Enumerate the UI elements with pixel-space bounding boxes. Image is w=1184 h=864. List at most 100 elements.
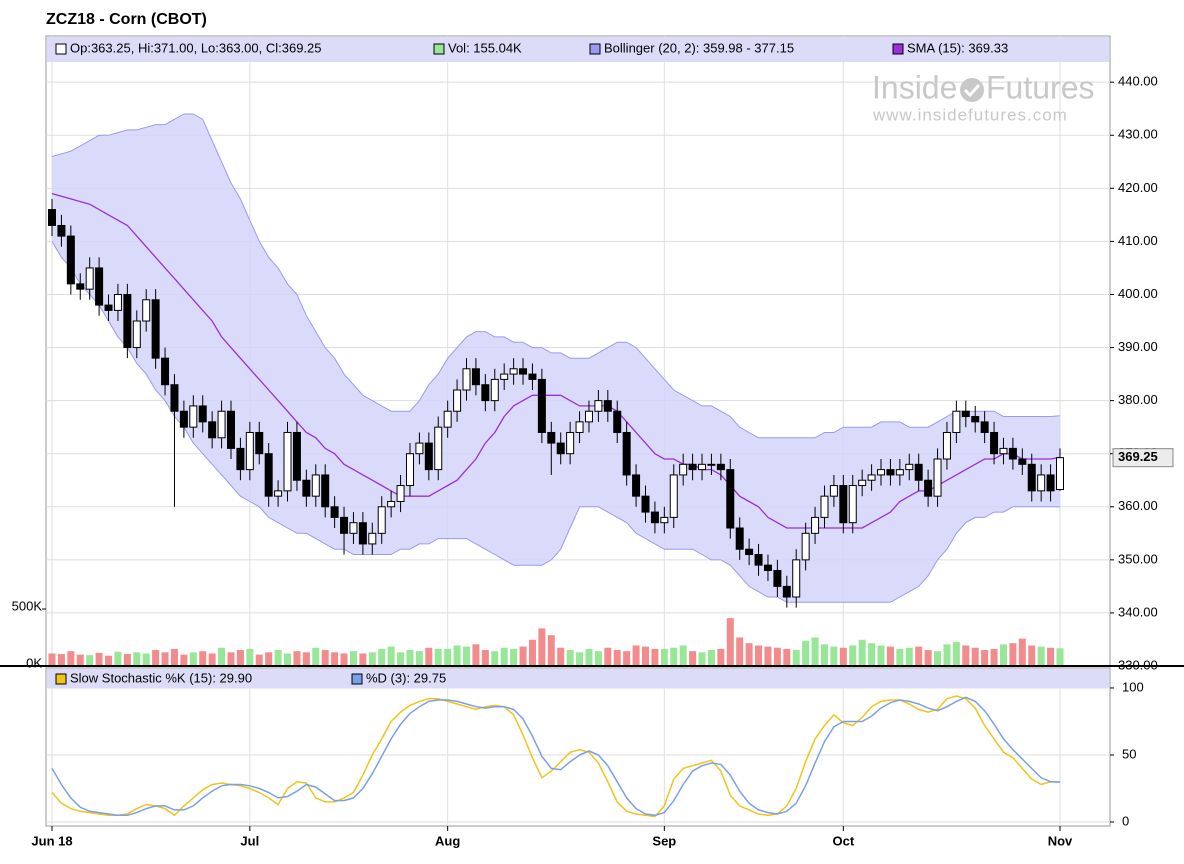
volume-bar (519, 646, 527, 666)
volume-bar (472, 644, 480, 666)
candle-body (519, 368, 528, 375)
legend-swatch (55, 673, 67, 685)
candle-body (952, 410, 961, 433)
candle-body (707, 463, 716, 466)
candle-body (566, 431, 575, 455)
candle-body (481, 384, 490, 402)
candle-body (669, 474, 678, 518)
x-tick-label: Oct (832, 833, 854, 848)
candle-body (763, 564, 772, 571)
volume-bar (924, 650, 932, 666)
volume-bar (415, 651, 423, 666)
y-tick-label: 50 (1122, 746, 1136, 761)
candle-body (255, 431, 264, 455)
logo-check (963, 83, 981, 98)
candle-body (132, 320, 141, 349)
legend-swatch (892, 43, 904, 55)
volume-bar (265, 652, 273, 666)
volume-bar (86, 655, 94, 666)
legend-label: Slow Stochastic %K (15): 29.90 (70, 670, 252, 685)
candle-body (226, 410, 235, 449)
y-tick-label: 390.00 (1118, 339, 1158, 354)
volume-bar (67, 651, 75, 666)
volume-bar (990, 648, 998, 666)
volume-bar (170, 648, 178, 666)
volume-bar (368, 652, 376, 666)
chart-title: ZCZ18 - Corn (CBOT) (46, 11, 207, 28)
x-tick-label: Aug (435, 833, 460, 848)
candle-body (396, 485, 405, 502)
volume-bar (359, 653, 367, 666)
candle-body (1037, 474, 1046, 492)
candle-body (405, 453, 414, 487)
volume-bar (934, 651, 942, 666)
volume-bar (915, 646, 923, 666)
candle-body (877, 469, 886, 476)
volume-bar (199, 651, 207, 666)
volume-bar (1018, 638, 1026, 666)
candle-body (113, 293, 122, 311)
candle-body (123, 293, 132, 349)
candle-body (368, 532, 377, 545)
candle-body (1027, 463, 1036, 492)
volume-bar (839, 647, 847, 666)
volume-tick-label: 500K (12, 598, 43, 613)
volume-bar (1009, 643, 1017, 666)
volume-bar (255, 654, 263, 666)
volume-bar (613, 650, 621, 666)
volume-bar (736, 637, 744, 666)
candle-body (829, 485, 838, 497)
volume-bar (830, 646, 838, 666)
candle-body (424, 442, 433, 471)
y-tick-label: 0 (1122, 813, 1129, 828)
candle-body (773, 569, 782, 587)
candle-body (358, 522, 367, 545)
legend-label: SMA (15): 369.33 (907, 40, 1008, 55)
volume-bar (896, 648, 904, 666)
volume-bar (227, 652, 235, 666)
y-tick-label: 420.00 (1118, 180, 1158, 195)
volume-bar (105, 655, 113, 666)
volume-bar (717, 648, 725, 666)
y-tick-label: 100 (1122, 679, 1144, 694)
volume-bar (387, 646, 395, 666)
volume-bar (820, 644, 828, 666)
stoch-line (51, 695, 1061, 818)
y-tick-label: 400.00 (1118, 286, 1158, 301)
candle-body (811, 516, 820, 534)
volume-bar (858, 639, 866, 666)
candle-body (924, 479, 933, 497)
candle-body (236, 447, 245, 471)
volume-bar (218, 647, 226, 666)
candle-body (848, 485, 857, 524)
volume-bar (792, 650, 800, 666)
volume-bar (576, 652, 584, 666)
candle-body (189, 405, 198, 428)
volume-bar (236, 650, 244, 666)
volume-bar (161, 652, 169, 666)
candle-body (735, 527, 744, 550)
volume-bar (114, 651, 122, 666)
volume-bar (849, 645, 857, 666)
volume-bar (406, 650, 414, 666)
candle-body (179, 410, 188, 428)
volume-bar (246, 648, 254, 666)
y-tick-label: 360.00 (1118, 498, 1158, 513)
volume-bar (312, 647, 320, 666)
volume-bar (331, 652, 339, 666)
candle-body (292, 431, 301, 481)
candle-body (754, 554, 763, 566)
candle-body (698, 463, 707, 471)
logo-icon (960, 78, 984, 102)
y-tick-label: 410.00 (1118, 233, 1158, 248)
volume-bar (321, 650, 329, 666)
candle-body (509, 368, 518, 375)
volume-bar (670, 647, 678, 666)
volume-bar (95, 652, 103, 666)
candle-body (547, 431, 556, 444)
candle-body (1056, 457, 1064, 491)
volume-bar (943, 644, 951, 666)
volume-bar (557, 647, 565, 666)
candle-body (933, 458, 942, 497)
volume-bar (604, 647, 612, 666)
